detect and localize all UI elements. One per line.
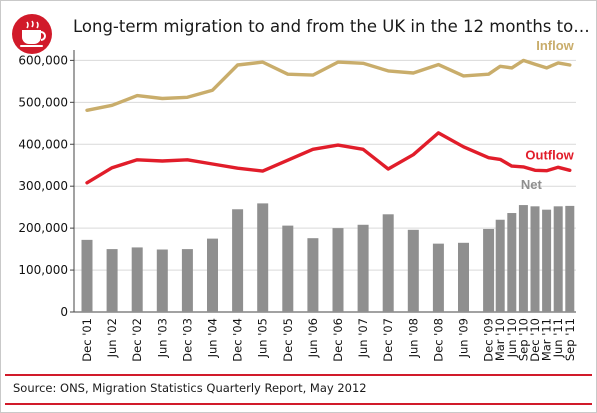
net-bar: [81, 239, 93, 312]
net-bar: [131, 247, 143, 312]
y-tick-label: 100,000: [18, 263, 68, 277]
y-tick-label: 500,000: [18, 95, 68, 109]
x-tick-label: Jun '06: [306, 318, 320, 358]
net-bar: [553, 206, 563, 312]
net-bar: [432, 243, 444, 312]
x-tick-label: Dec '02: [130, 318, 144, 362]
x-tick-label: Dec '03: [180, 318, 194, 362]
net-bar: [565, 205, 575, 312]
x-tick-label: Jun '04: [206, 318, 220, 358]
x-tick-label: Mar '10: [493, 318, 507, 361]
net-bar: [207, 238, 218, 312]
net-bar: [307, 238, 319, 312]
x-tick-label: Jun '05: [256, 318, 270, 358]
source-note: Source: ONS, Migration Statistics Quarte…: [13, 381, 367, 395]
x-tick-label: Jun '11: [551, 318, 565, 358]
bottom-divider-line: [5, 403, 592, 405]
inflow-line: [85, 58, 572, 113]
net-bar: [181, 249, 193, 312]
net-bar: [282, 225, 294, 312]
divider-line: [5, 374, 592, 376]
x-tick-label: Jun '08: [406, 318, 420, 358]
x-tick-label: Jun '07: [356, 318, 370, 358]
x-tick-label: Jun '09: [457, 318, 471, 358]
x-tick-label: Mar '11: [540, 318, 554, 361]
y-tick-label: 600,000: [18, 53, 68, 67]
teacup-logo-icon: [12, 14, 52, 54]
x-tick-label: Dec '07: [381, 318, 395, 362]
net-bar: [518, 205, 528, 312]
outflow-label: Outflow: [525, 147, 574, 162]
net-bar: [507, 213, 517, 312]
net-label: Net: [521, 177, 543, 192]
net-bar: [357, 224, 369, 312]
x-tick-label: Dec '08: [431, 318, 445, 362]
net-bar: [483, 228, 495, 312]
x-tick-label: Dec '05: [281, 318, 295, 362]
y-tick-label: 200,000: [18, 221, 68, 235]
x-tick-label: Dec '04: [231, 318, 245, 362]
outflow-line: [85, 131, 572, 185]
net-bar: [257, 203, 269, 312]
x-tick-label: Dec '09: [482, 318, 496, 362]
y-tick-label: 0: [60, 305, 68, 319]
x-tick-label: Sep '10: [516, 318, 530, 361]
net-bar: [232, 209, 244, 312]
x-tick-label: Jun '02: [105, 318, 119, 358]
net-bar: [382, 214, 394, 312]
net-bar: [542, 209, 552, 312]
x-tick-label: Dec '10: [528, 318, 542, 362]
net-bar: [407, 229, 419, 312]
x-tick-label: Jun '10: [505, 318, 519, 358]
net-bar: [530, 206, 540, 312]
chart-plot: 0 100,000 200,000 300,000 400,000 500,000 600,…: [18, 38, 577, 362]
inflow-label: Inflow: [536, 38, 574, 53]
net-bar: [106, 249, 118, 312]
net-bar: [495, 219, 505, 312]
chart-title: Long-term migration to and from the UK i…: [73, 17, 590, 36]
x-tick-label: Dec '01: [80, 318, 94, 362]
x-tick-label: Jun '03: [155, 318, 169, 358]
net-bar: [332, 228, 344, 312]
net-bar: [156, 249, 168, 312]
y-tick-label: 400,000: [18, 137, 68, 151]
x-tick-label: Sep '11: [563, 318, 577, 361]
x-tick-label: Dec '06: [331, 318, 345, 362]
net-bar: [458, 242, 469, 312]
y-tick-label: 300,000: [18, 179, 68, 193]
